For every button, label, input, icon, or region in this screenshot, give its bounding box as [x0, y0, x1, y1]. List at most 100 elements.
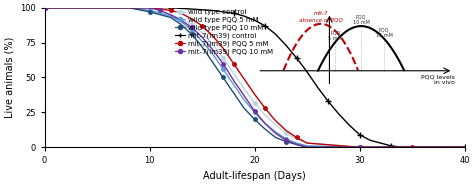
wild type control [294, 138, 300, 140]
wild type control [273, 124, 278, 126]
wild type PQQ 10 mM [409, 146, 415, 148]
mit-7(im39) control [462, 146, 467, 148]
wild type PQQ 5 mM [462, 146, 467, 148]
mit-7(im39) PQQ 10 mM [409, 146, 415, 148]
wild type PQQ 10 mM [294, 143, 300, 146]
wild type PQQ 5 mM [189, 29, 194, 31]
mit-7(im39) PQQ 10 mM [94, 6, 100, 9]
Line: wild type control: wild type control [43, 6, 466, 149]
wild type control [168, 14, 173, 16]
mit-7(im39) PQQ 10 mM [168, 14, 173, 16]
wild type PQQ 10 mM [262, 128, 268, 130]
mit-7(im39) PQQ 5 mM [210, 34, 215, 37]
wild type control [262, 114, 268, 116]
wild type PQQ 10 mM [304, 146, 310, 148]
mit-7(im39) control [146, 6, 152, 9]
Line: wild type PQQ 5 mM: wild type PQQ 5 mM [43, 6, 466, 149]
wild type PQQ 5 mM [146, 9, 152, 12]
mit-7(im39) control [325, 100, 331, 102]
wild type control [126, 6, 131, 9]
mit-7(im39) control [357, 134, 363, 136]
wild type PQQ 10 mM [210, 61, 215, 63]
wild type PQQ 5 mM [231, 83, 237, 85]
wild type PQQ 5 mM [273, 131, 278, 133]
mit-7(im39) PQQ 5 mM [168, 9, 173, 12]
mit-7(im39) control [231, 12, 237, 14]
mit-7(im39) control [294, 57, 300, 59]
mit-7(im39) PQQ 10 mM [283, 139, 289, 141]
wild type PQQ 5 mM [357, 146, 363, 148]
mit-7(im39) PQQ 10 mM [273, 132, 278, 134]
wild type PQQ 5 mM [409, 146, 415, 148]
wild type control [94, 6, 100, 9]
mit-7(im39) control [210, 9, 215, 12]
mit-7(im39) PQQ 10 mM [189, 26, 194, 28]
wild type PQQ 5 mM [199, 40, 205, 42]
mit-7(im39) PQQ 10 mM [210, 48, 215, 51]
mit-7(im39) PQQ 5 mM [294, 136, 300, 139]
mit-7(im39) control [252, 19, 257, 21]
wild type PQQ 10 mM [220, 76, 226, 79]
mit-7(im39) PQQ 5 mM [262, 107, 268, 109]
wild type PQQ 10 mM [126, 6, 131, 9]
mit-7(im39) control [262, 25, 268, 27]
mit-7(im39) PQQ 5 mM [220, 47, 226, 49]
mit-7(im39) PQQ 5 mM [178, 12, 184, 14]
wild type PQQ 5 mM [220, 68, 226, 70]
mit-7(im39) control [336, 113, 341, 115]
wild type PQQ 5 mM [294, 142, 300, 144]
wild type PQQ 10 mM [146, 11, 152, 13]
wild type control [304, 142, 310, 144]
wild type control [178, 18, 184, 20]
mit-7(im39) PQQ 10 mM [252, 110, 257, 112]
mit-7(im39) control [367, 139, 373, 141]
wild type PQQ 5 mM [262, 122, 268, 125]
mit-7(im39) PQQ 5 mM [189, 18, 194, 20]
wild type control [189, 23, 194, 26]
mit-7(im39) control [388, 145, 394, 147]
mit-7(im39) control [315, 86, 320, 88]
mit-7(im39) control [378, 142, 383, 144]
mit-7(im39) PQQ 5 mM [283, 129, 289, 132]
wild type PQQ 10 mM [231, 92, 237, 94]
mit-7(im39) PQQ 5 mM [42, 6, 47, 9]
wild type PQQ 10 mM [283, 141, 289, 143]
wild type PQQ 5 mM [283, 138, 289, 140]
wild type control [409, 146, 415, 148]
wild type PQQ 5 mM [42, 6, 47, 9]
mit-7(im39) control [189, 8, 194, 10]
mit-7(im39) PQQ 10 mM [294, 143, 300, 146]
mit-7(im39) PQQ 5 mM [304, 142, 310, 144]
mit-7(im39) PQQ 10 mM [262, 122, 268, 125]
wild type control [42, 6, 47, 9]
mit-7(im39) PQQ 10 mM [157, 9, 163, 12]
mit-7(im39) PQQ 5 mM [462, 146, 467, 148]
mit-7(im39) control [94, 6, 100, 9]
mit-7(im39) PQQ 10 mM [178, 19, 184, 21]
mit-7(im39) PQQ 10 mM [220, 62, 226, 65]
wild type control [252, 102, 257, 104]
wild type control [283, 132, 289, 134]
wild type PQQ 5 mM [304, 145, 310, 147]
wild type PQQ 10 mM [189, 33, 194, 35]
mit-7(im39) PQQ 10 mM [462, 146, 467, 148]
mit-7(im39) control [241, 15, 247, 17]
wild type PQQ 5 mM [126, 6, 131, 9]
mit-7(im39) control [304, 71, 310, 73]
wild type control [199, 32, 205, 34]
wild type PQQ 5 mM [168, 15, 173, 17]
Y-axis label: Live animals (%): Live animals (%) [4, 37, 14, 118]
wild type PQQ 5 mM [241, 99, 247, 101]
wild type PQQ 10 mM [241, 107, 247, 109]
Line: mit-7(im39) PQQ 5 mM: mit-7(im39) PQQ 5 mM [43, 6, 466, 149]
mit-7(im39) PQQ 10 mM [199, 36, 205, 38]
mit-7(im39) control [273, 33, 278, 35]
wild type PQQ 5 mM [252, 111, 257, 113]
mit-7(im39) PQQ 10 mM [304, 146, 310, 148]
wild type PQQ 10 mM [357, 146, 363, 148]
Line: wild type PQQ 10 mM: wild type PQQ 10 mM [43, 6, 466, 149]
mit-7(im39) PQQ 5 mM [273, 120, 278, 122]
Legend: wild type control, wild type PQQ 5 mM, wild type PQQ 10 mM, mit-7(im39) control,: wild type control, wild type PQQ 5 mM, w… [174, 8, 273, 56]
wild type PQQ 10 mM [252, 118, 257, 120]
mit-7(im39) control [283, 44, 289, 46]
